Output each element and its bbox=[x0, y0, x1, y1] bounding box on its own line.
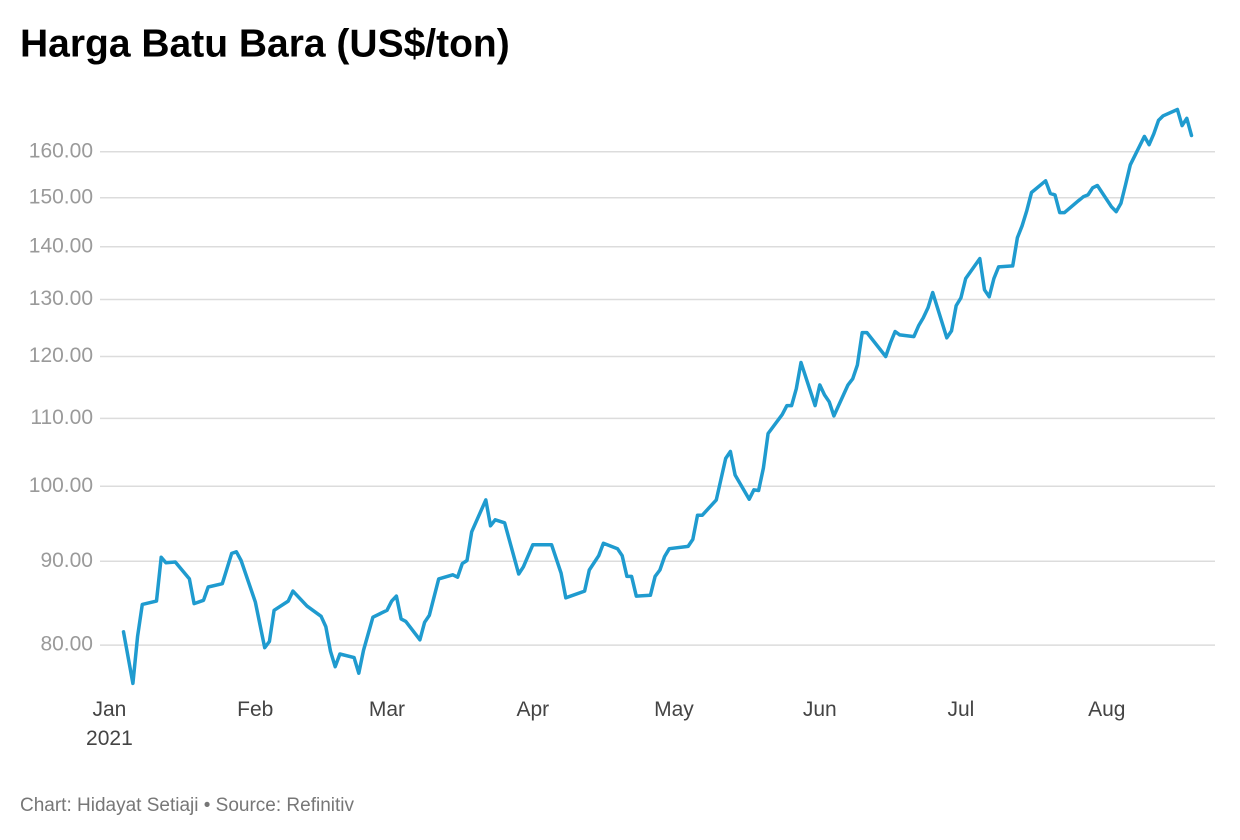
x-tick-label: Jan 2021 bbox=[86, 698, 133, 750]
y-tick-label: 150.00 bbox=[29, 185, 93, 208]
x-tick-label: Feb bbox=[237, 698, 274, 721]
x-tick-label: Mar bbox=[368, 698, 406, 721]
x-tick-label: May bbox=[654, 698, 694, 721]
y-tick-label: 110.00 bbox=[30, 406, 93, 429]
x-tick-label: Jun bbox=[802, 698, 837, 721]
chart-title: Harga Batu Bara (US$/ton) bbox=[20, 22, 510, 65]
x-tick-label: Aug bbox=[1088, 698, 1126, 721]
footer: Chart: Hidayat Setiaji • Source: Refinit… bbox=[20, 795, 355, 816]
y-tick-label: 80.00 bbox=[40, 633, 93, 656]
y-tick-label: 130.00 bbox=[29, 287, 93, 310]
y-tick-label: 140.00 bbox=[29, 234, 93, 257]
y-tick-label: 100.00 bbox=[29, 474, 93, 497]
data-line bbox=[121, 107, 1194, 686]
x-tick-label: Jul bbox=[947, 698, 975, 721]
y-tick-label: 90.00 bbox=[40, 549, 93, 572]
x-tick-label: Apr bbox=[516, 698, 550, 721]
y-tick-label: 160.00 bbox=[29, 139, 93, 162]
y-tick-label: 120.00 bbox=[29, 344, 93, 367]
